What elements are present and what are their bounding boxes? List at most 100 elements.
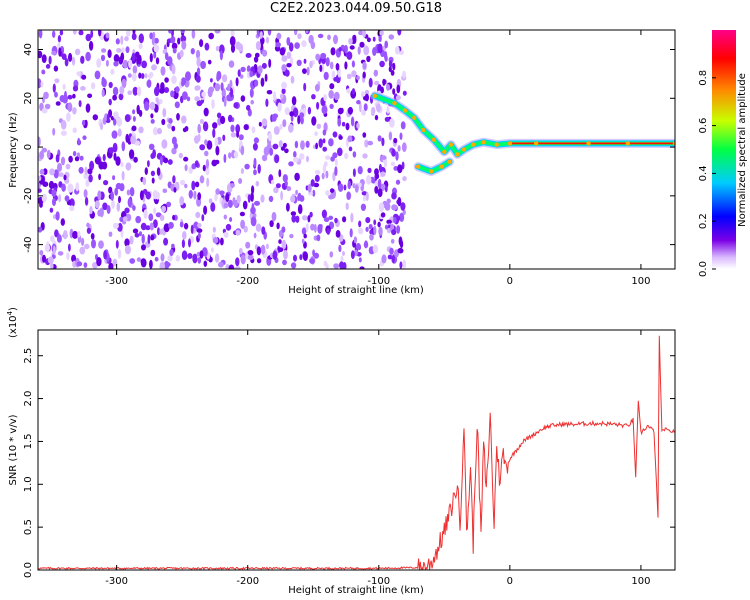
noise-speck xyxy=(374,80,380,86)
noise-speck xyxy=(184,126,189,132)
noise-speck xyxy=(84,197,89,206)
noise-speck xyxy=(105,59,109,67)
noise-speck xyxy=(329,103,334,109)
noise-speck xyxy=(312,249,315,257)
colorbar-tick-label: 0.4 xyxy=(698,165,709,181)
noise-speck xyxy=(188,189,193,199)
noise-speck xyxy=(199,250,204,259)
noise-speck xyxy=(171,243,175,249)
noise-speck xyxy=(303,233,307,239)
noise-speck xyxy=(281,55,288,62)
noise-speck xyxy=(129,187,135,197)
noise-speck xyxy=(269,220,274,228)
noise-speck xyxy=(194,160,199,168)
noise-speck xyxy=(159,156,163,166)
noise-speck xyxy=(240,145,245,156)
noise-speck xyxy=(286,62,292,68)
noise-speck xyxy=(221,88,226,99)
noise-speck xyxy=(332,131,338,138)
noise-speck xyxy=(201,214,205,222)
noise-speck xyxy=(372,244,379,254)
noise-speck xyxy=(316,101,320,110)
noise-speck xyxy=(43,91,49,100)
noise-speck xyxy=(92,114,99,121)
noise-speck xyxy=(362,61,367,70)
noise-speck xyxy=(240,219,246,229)
noise-speck xyxy=(132,65,138,74)
noise-speck xyxy=(136,257,142,262)
noise-speck xyxy=(149,222,154,231)
noise-speck xyxy=(100,54,106,62)
noise-speck xyxy=(319,64,323,72)
noise-speck xyxy=(96,58,102,68)
noise-speck xyxy=(87,168,93,175)
noise-speck xyxy=(147,234,151,245)
noise-speck xyxy=(230,44,236,53)
noise-speck xyxy=(253,56,259,63)
noise-speck xyxy=(185,71,191,81)
noise-speck xyxy=(302,215,308,221)
noise-speck xyxy=(389,118,395,128)
noise-speck xyxy=(363,103,368,111)
noise-speck xyxy=(64,195,70,202)
noise-speck xyxy=(181,115,187,124)
noise-speck xyxy=(197,257,202,264)
noise-speck xyxy=(245,53,252,58)
noise-speck xyxy=(122,59,129,69)
noise-speck xyxy=(301,238,305,244)
y-tick-label: 0.0 xyxy=(23,562,34,578)
noise-speck xyxy=(38,78,42,89)
noise-speck xyxy=(171,64,176,75)
noise-speck xyxy=(402,70,406,79)
noise-speck xyxy=(238,178,243,184)
noise-speck xyxy=(116,48,122,53)
noise-speck xyxy=(378,202,385,213)
x-tick-label: 0 xyxy=(507,276,513,287)
noise-speck xyxy=(346,191,351,200)
noise-speck xyxy=(372,47,377,56)
noise-speck xyxy=(167,255,173,262)
noise-speck xyxy=(38,50,43,59)
noise-speck xyxy=(167,56,173,66)
noise-speck xyxy=(114,187,119,196)
noise-speck xyxy=(321,209,327,219)
top-x-axis: -300 -200 -100 0 100 xyxy=(105,30,650,287)
noise-speck xyxy=(38,226,43,233)
noise-speck xyxy=(294,42,300,49)
ridge-point xyxy=(439,164,444,169)
noise-speck xyxy=(42,96,45,104)
snr-panel: -300 -200 -100 0 100 0.0 0.5 1.0 1.5 2.0 2.5 Heig… xyxy=(6,307,676,596)
noise-speck xyxy=(157,227,160,236)
noise-speck xyxy=(151,36,155,46)
noise-speck xyxy=(187,253,193,259)
noise-speck xyxy=(277,102,282,112)
noise-speck xyxy=(110,191,114,201)
noise-speck xyxy=(247,108,252,117)
noise-speck xyxy=(194,135,200,144)
noise-speck xyxy=(397,30,402,36)
noise-speck xyxy=(90,233,95,240)
noise-speck xyxy=(312,189,316,197)
noise-speck xyxy=(117,248,122,259)
noise-speck xyxy=(188,238,191,248)
noise-speck xyxy=(384,40,389,49)
noise-speck xyxy=(303,58,307,64)
noise-speck xyxy=(364,240,368,249)
noise-speck xyxy=(386,219,392,225)
noise-speck xyxy=(369,233,374,241)
noise-speck xyxy=(272,250,278,260)
noise-speck xyxy=(131,33,137,41)
noise-speck xyxy=(157,127,162,135)
noise-speck xyxy=(223,231,229,238)
noise-speck xyxy=(291,96,297,106)
noise-speck xyxy=(258,121,262,127)
y-scale-label: (x104) xyxy=(6,307,19,338)
noise-speck xyxy=(282,259,287,266)
noise-speck xyxy=(272,143,279,150)
noise-speck xyxy=(246,104,251,111)
noise-speck xyxy=(253,232,257,239)
noise-speck xyxy=(195,211,201,219)
noise-speck xyxy=(132,30,136,34)
noise-speck xyxy=(265,98,269,108)
noise-speck xyxy=(203,260,208,267)
